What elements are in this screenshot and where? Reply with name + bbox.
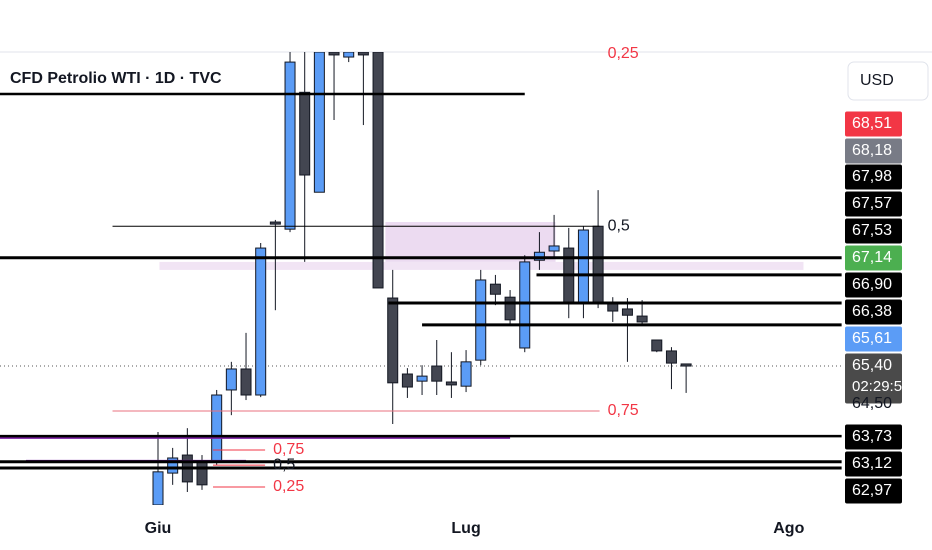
candle-body [636, 315, 648, 323]
price-label-bg [845, 451, 902, 477]
price-label: 67,57 [852, 195, 892, 212]
zone [385, 222, 556, 262]
price-label: 66,38 [852, 303, 892, 320]
candle-body [416, 375, 428, 382]
price-label: 68,18 [852, 142, 892, 159]
x-tick-label: Giu [145, 520, 172, 537]
x-tick-label: Ago [773, 520, 804, 537]
price-label-bg [845, 326, 902, 352]
candle-body [445, 381, 457, 386]
candle-body [343, 52, 355, 58]
candle-body [680, 363, 692, 367]
candle-body [255, 247, 267, 396]
candle-body [167, 457, 179, 474]
candle-body [357, 52, 369, 56]
currency-label[interactable]: USD [860, 72, 894, 89]
price-label-bg [845, 424, 902, 450]
level-label: 0,75 [608, 402, 639, 419]
candle-body [313, 52, 325, 193]
price-label-bg [845, 272, 902, 298]
candle-body [665, 350, 677, 364]
price-label: 65,61 [852, 330, 892, 347]
price-label-bg [845, 111, 902, 137]
price-label: 66,90 [852, 276, 892, 293]
zone [159, 261, 804, 270]
level-label: 0,5 [608, 217, 630, 234]
candle-body [387, 297, 399, 384]
price-label-bg [845, 218, 902, 244]
price-label-bg [845, 245, 902, 271]
price-label-bg [845, 191, 902, 217]
currency-button[interactable] [847, 61, 929, 101]
price-label: 67,14 [852, 249, 892, 266]
candle-body [489, 283, 501, 295]
candle-body [621, 308, 633, 316]
candle-body [225, 368, 237, 391]
price-label: 65,40 [852, 357, 892, 374]
price-label: 68,51 [852, 115, 892, 132]
candle-body [152, 471, 164, 505]
candle-body [519, 261, 531, 349]
candle-body [431, 365, 443, 382]
price-label: 67,98 [852, 168, 892, 185]
candle-body [475, 279, 487, 361]
candle-body [196, 461, 208, 486]
level-label: 0,25 [608, 45, 639, 62]
candle-body [328, 52, 340, 56]
overlay: 0,50,750,750,50,250,25 [273, 45, 639, 495]
candle-body [460, 361, 472, 387]
level-label: 0,25 [273, 478, 304, 495]
price-label-bg [845, 164, 902, 190]
candle-body [577, 229, 589, 303]
candle-body [269, 221, 281, 225]
candle-body [401, 373, 413, 388]
candle-body [651, 339, 663, 352]
price-label: 62,97 [852, 482, 892, 499]
candle-body [211, 394, 223, 463]
price-label: 67,53 [852, 222, 892, 239]
level-label: 0,75 [273, 441, 304, 458]
candle-body [284, 61, 296, 230]
candle-body [372, 52, 384, 289]
countdown: 02:29:57 [852, 378, 910, 395]
price-label-bg [845, 353, 902, 404]
chart-title: CFD Petrolio WTI · 1D · TVC [10, 70, 222, 87]
price-label-bg [845, 299, 902, 325]
candle-body [607, 303, 619, 312]
candle-body [299, 91, 311, 176]
candle-body [548, 245, 560, 252]
price-label: 63,12 [852, 455, 892, 472]
x-tick-label: Lug [451, 520, 480, 537]
candle-body [504, 296, 516, 321]
candle-body [592, 225, 604, 305]
candle-body [240, 368, 252, 396]
price-label-bg [845, 478, 902, 504]
plot-area [0, 52, 842, 505]
price-label: 64,50 [852, 395, 892, 412]
price-label-bg [845, 138, 902, 164]
price-label: 63,73 [852, 428, 892, 445]
level-label: 0,5 [273, 456, 295, 473]
